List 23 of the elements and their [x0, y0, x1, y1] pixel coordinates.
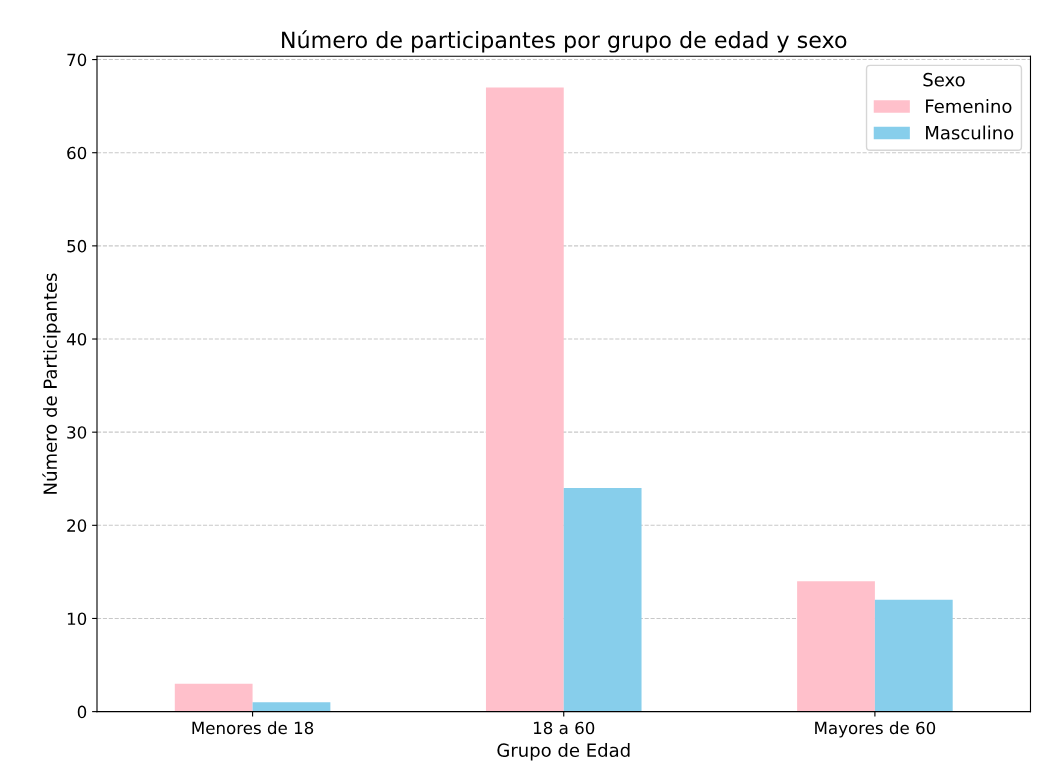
y-tick-label: 0	[77, 705, 87, 719]
y-tick-label: 70	[67, 53, 87, 67]
y-tick-label: 50	[67, 239, 87, 253]
legend-label: Femenino	[926, 99, 1012, 114]
legend-title: Sexo	[923, 72, 965, 87]
x-tick-label: 18 a 60	[533, 721, 595, 735]
bar	[174, 683, 253, 712]
x-tick-label: Menores de 18	[192, 721, 314, 735]
bar	[874, 599, 953, 712]
y-tick-label: 60	[67, 146, 87, 160]
x-tick-label: Mayores de 60	[815, 721, 936, 738]
chart-title: Número de participantes por grupo de edad y sexo	[282, 30, 847, 53]
y-tick-label: 30	[67, 426, 87, 439]
bar	[563, 488, 642, 712]
legend-label: Masculino	[926, 125, 1014, 140]
bar	[485, 87, 564, 712]
bar	[252, 702, 331, 712]
y-tick-label: 10	[67, 612, 87, 626]
y-axis-title: Número de Participantes	[42, 273, 61, 494]
y-tick-label: 20	[67, 519, 87, 532]
x-axis-title: Grupo de Edad	[497, 743, 630, 761]
bar	[797, 581, 875, 712]
y-tick-label: 40	[66, 332, 87, 346]
